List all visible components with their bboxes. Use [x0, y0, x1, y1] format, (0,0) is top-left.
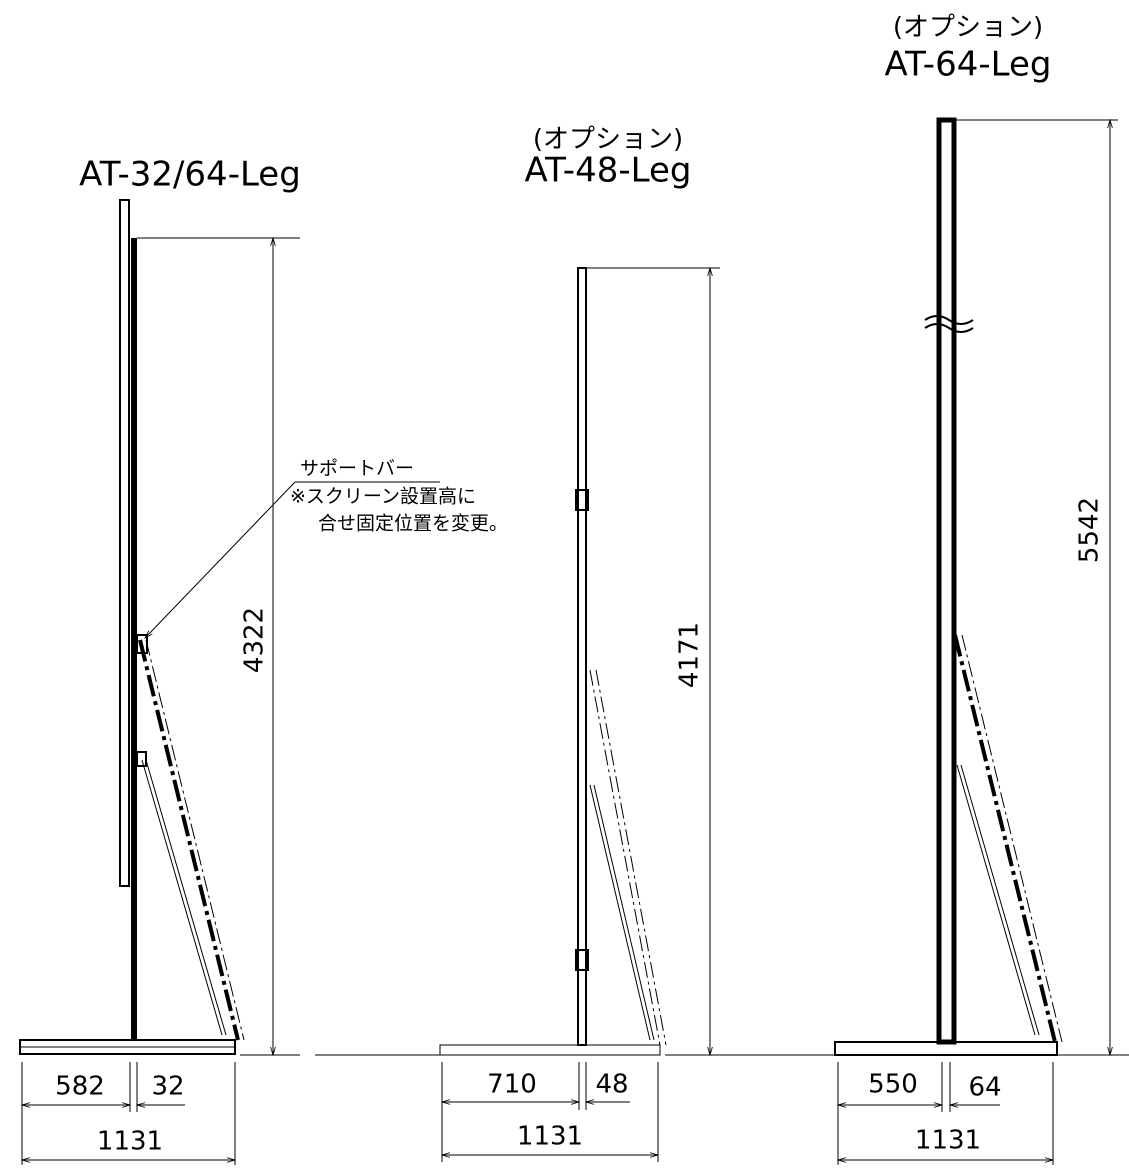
leg	[589, 669, 661, 1046]
leg	[953, 634, 1057, 1043]
width-label: 582	[55, 1072, 105, 1102]
stand-name: AT-48-Leg	[525, 151, 692, 191]
mast	[131, 238, 137, 1040]
note: サポートバー ※スクリーン設置高に 合せ固定位置を変更。	[145, 458, 508, 639]
height-label: 4171	[675, 622, 705, 688]
width-label: 1131	[915, 1126, 981, 1156]
width-label: 32	[151, 1072, 184, 1102]
mast	[936, 117, 957, 1045]
stand-name: AT-64-Leg	[885, 45, 1052, 85]
support-bar	[141, 759, 223, 1036]
note-title: サポートバー	[300, 458, 414, 480]
mast	[577, 267, 587, 1046]
base	[439, 1044, 661, 1056]
option-label: (オプション)	[533, 125, 683, 155]
leg	[138, 639, 240, 1041]
leader	[145, 481, 296, 638]
option-label: (オプション)	[893, 13, 1043, 43]
width-label: 1131	[517, 1122, 583, 1152]
base	[834, 1041, 1058, 1056]
note-line: 合せ固定位置を変更。	[318, 513, 508, 535]
height-label: 5542	[1075, 497, 1105, 563]
height-label: 4322	[240, 607, 270, 673]
stand-1: 4322 582 32 1131 AT-32/64-Leg	[19, 155, 301, 1165]
width-label: 48	[595, 1070, 628, 1100]
note-line: ※スクリーン設置高に	[290, 486, 476, 508]
width-label: 1131	[97, 1127, 163, 1157]
stand-2: 4171 710 48 1131 (オプション) AT-48-Leg	[439, 125, 1129, 1162]
stand-3: 5542 550 64 1131 (オプション) AT-64-Leg	[834, 13, 1118, 1165]
stand-name: AT-32/64-Leg	[79, 155, 301, 195]
screen-panel	[119, 199, 130, 887]
width-label: 550	[868, 1070, 918, 1100]
width-label: 710	[487, 1070, 537, 1100]
width-label: 64	[968, 1073, 1001, 1103]
